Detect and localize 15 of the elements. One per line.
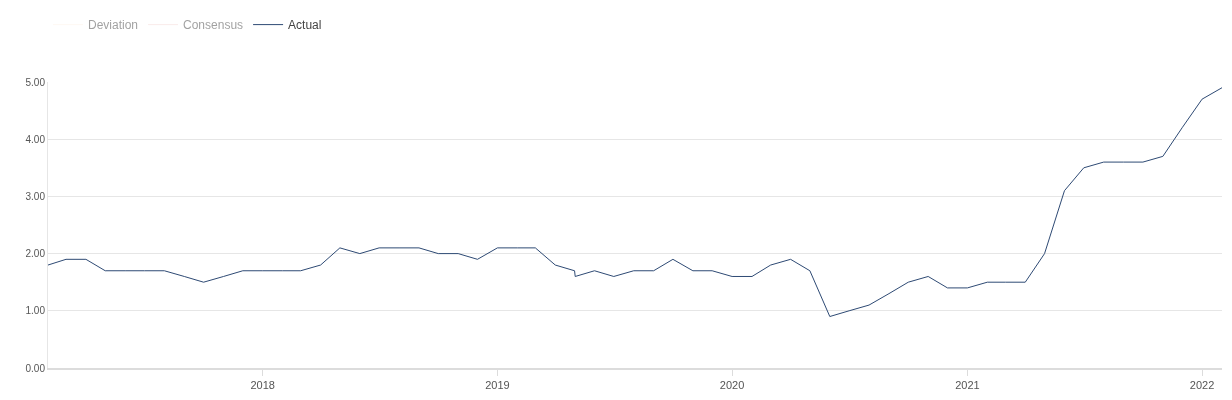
x-tick-label: 2022: [1189, 379, 1215, 392]
x-tick-label: 2020: [719, 379, 745, 392]
line-series: [48, 87, 1222, 318]
y-tick-label: 5.00: [25, 76, 46, 88]
y-tick-label: 4.00: [25, 133, 46, 145]
legend-label: Deviation: [88, 18, 139, 33]
legend-label: Actual: [288, 18, 322, 33]
legend-label: Consensus: [183, 18, 244, 33]
y-tick-label: 3.00: [25, 190, 46, 202]
x-tick-label: 2019: [485, 379, 510, 392]
x-tick-label: 2018: [250, 379, 275, 392]
y-tick-label: 2.00: [25, 248, 46, 260]
x-tick-label: 2021: [955, 379, 980, 392]
y-tick-label: 0.00: [25, 362, 46, 374]
y-tick-label: 1.00: [25, 305, 46, 317]
